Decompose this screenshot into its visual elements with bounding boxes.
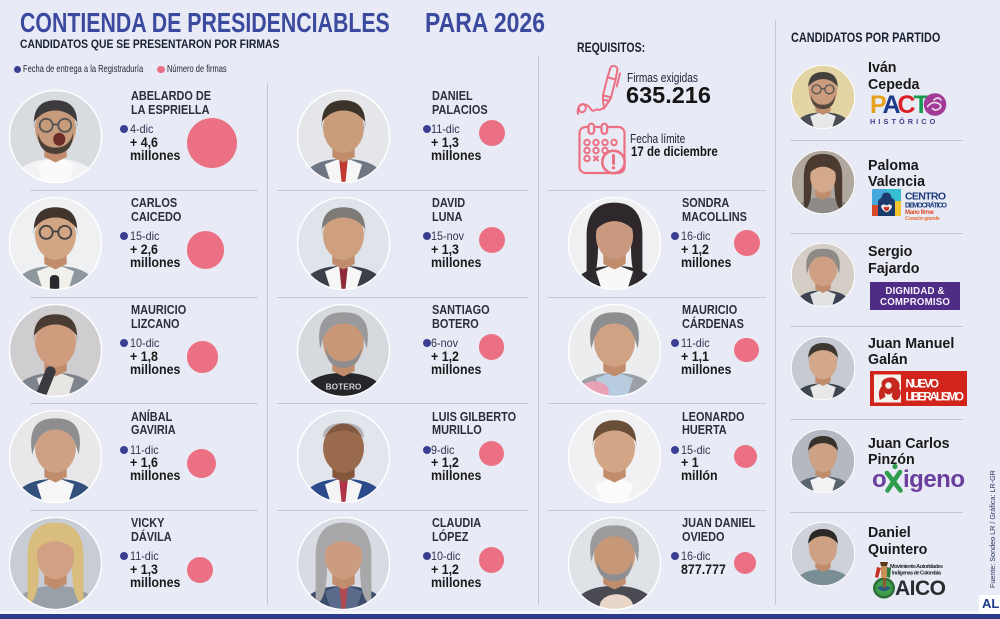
svg-text:Movimiento Autoridades: Movimiento Autoridades (890, 564, 943, 570)
svg-text:T: T (914, 91, 929, 119)
svg-text:LIBERALISMO: LIBERALISMO (906, 392, 965, 404)
svg-text:C: C (898, 91, 916, 119)
svg-text:NUEVO: NUEVO (906, 379, 940, 391)
svg-text:Indígenas de Colombia: Indígenas de Colombia (892, 571, 942, 577)
svg-text:DEMOCRÁTICO: DEMOCRÁTICO (905, 201, 948, 210)
svg-text:AICO: AICO (895, 577, 946, 599)
svg-text:HISTÓRICO: HISTÓRICO (870, 117, 938, 126)
svg-text:A: A (883, 91, 901, 119)
svg-text:Mano firme: Mano firme (905, 209, 935, 216)
svg-text:P: P (870, 91, 887, 119)
svg-text:o: o (872, 466, 887, 493)
svg-text:igeno: igeno (903, 466, 965, 493)
svg-text:BOTERO: BOTERO (325, 381, 361, 391)
svg-text:CENTRO: CENTRO (905, 191, 946, 203)
svg-text:Corazón grande: Corazón grande (905, 216, 940, 222)
